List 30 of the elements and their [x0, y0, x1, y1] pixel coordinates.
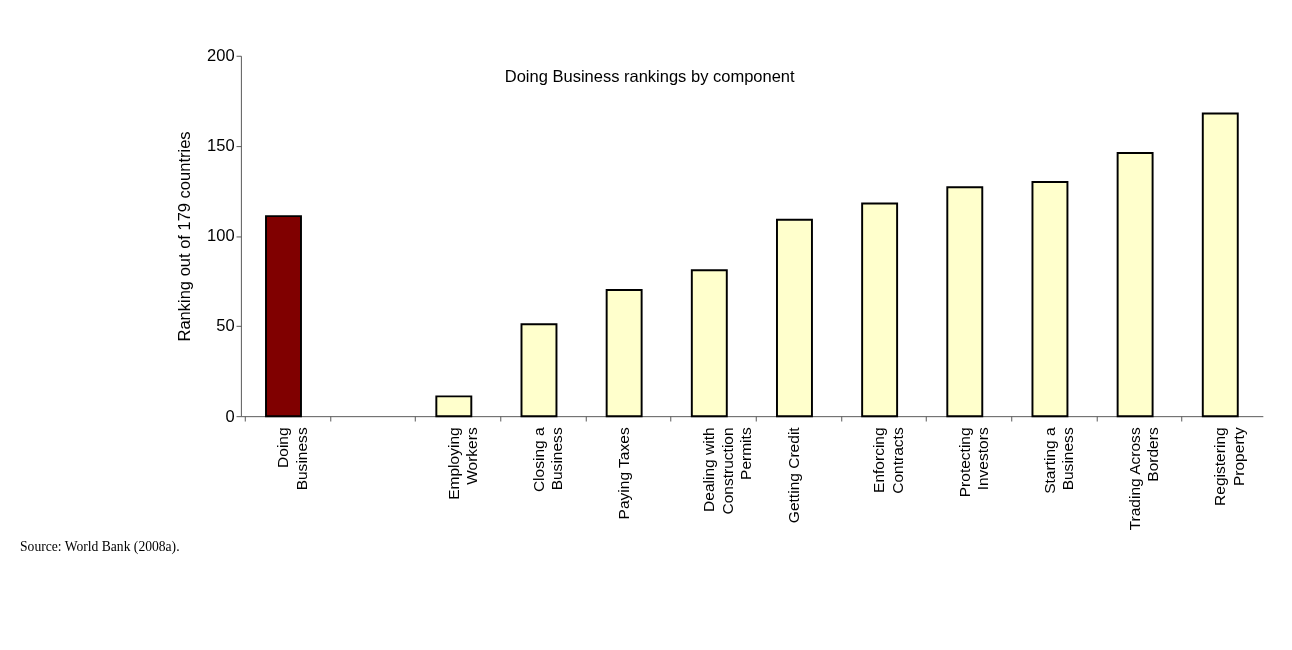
- bar: [1116, 152, 1154, 418]
- x-tick-label: Paying Taxes: [615, 427, 632, 520]
- y-tick-label: 50: [216, 316, 235, 335]
- bar: [265, 215, 302, 418]
- source-note: Source: World Bank (2008a).: [20, 539, 180, 556]
- x-tick-label: Registering Property: [1211, 427, 1247, 506]
- y-axis-title: Ranking out of 179 countries: [174, 131, 193, 342]
- bar: [861, 202, 899, 418]
- x-tick-label: Enforcing Contracts: [870, 427, 906, 494]
- x-tick-label: Getting Credit: [785, 426, 803, 524]
- bar: [1201, 112, 1239, 418]
- y-tick-label: 150: [207, 136, 235, 155]
- x-tick-label: Employing Workers: [444, 427, 481, 500]
- text: Doing Business rankings by component: [504, 67, 796, 85]
- x-tick-label: Protecting Investors: [955, 427, 992, 498]
- bar: [690, 269, 728, 418]
- bar: [435, 395, 473, 418]
- x-tick-label: Starting a Business: [1040, 426, 1077, 494]
- bar: [946, 186, 984, 418]
- bar: [1031, 180, 1069, 418]
- y-tick-label: 100: [207, 226, 235, 245]
- x-tick-label: Dealing with Construction Permits: [700, 427, 755, 515]
- y-tick-label: 200: [207, 46, 235, 65]
- x-tick-label: Trading Across Borders: [1125, 427, 1162, 531]
- bar: [605, 289, 643, 418]
- y-tick-label: 0: [225, 406, 235, 425]
- x-tick-label: Closing a Business: [529, 426, 566, 493]
- x-tick-label: Doing Business: [274, 427, 310, 491]
- bar: [520, 323, 558, 418]
- bar: [776, 218, 813, 418]
